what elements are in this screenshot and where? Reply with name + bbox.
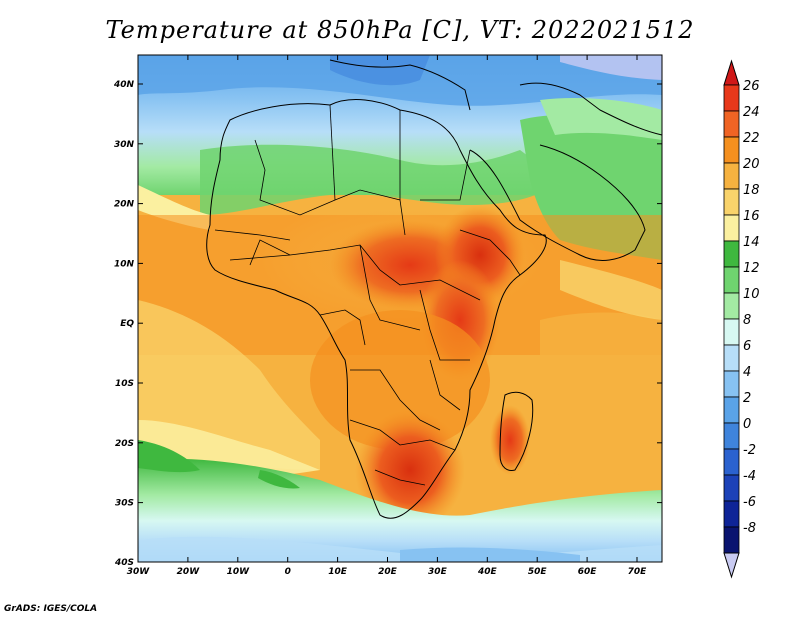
colorbar-label: 14 (743, 235, 760, 250)
colorbar-label: -6 (743, 495, 756, 510)
colorbar-swatch (723, 318, 740, 346)
colorbar-swatch (723, 188, 740, 216)
colorbar-swatch (723, 136, 740, 164)
lat-tick-label: 30S (115, 499, 134, 509)
country-borders (214, 104, 521, 486)
lon-tick-label: 30W (127, 567, 151, 577)
colorbar-swatch (723, 422, 740, 450)
colorbar-label: 0 (743, 417, 751, 432)
lon-tick-label: 10W (227, 567, 251, 577)
lon-tick-label: 20W (177, 567, 201, 577)
colorbar-label: 12 (743, 261, 760, 276)
plot-frame (137, 54, 663, 563)
colorbar-swatch (723, 266, 740, 294)
colorbar-label: -2 (743, 443, 756, 458)
colorbar-label: 22 (743, 131, 760, 146)
colorbar-label: 24 (743, 105, 760, 120)
colorbar-swatch (723, 526, 740, 554)
lon-tick-label: 60E (578, 567, 598, 577)
colorbar-swatch (723, 344, 740, 372)
lat-tick-label: 20N (114, 200, 135, 210)
colorbar-swatch (723, 396, 740, 424)
colorbar-swatch (723, 370, 740, 398)
colorbar-bottom-arrow (723, 552, 740, 579)
lon-tick-label: 70E (628, 567, 648, 577)
colorbar-label: 10 (743, 287, 760, 302)
colorbar-swatch (723, 240, 740, 268)
lat-tick-label: 30N (114, 140, 135, 150)
colorbar-top-arrow (723, 59, 740, 86)
lat-tick-label: 40S (114, 558, 134, 568)
colorbar-swatch (723, 110, 740, 138)
colorbar-swatch (723, 162, 740, 190)
axis-ticks (137, 55, 662, 563)
lat-tick-label: 40N (113, 80, 135, 90)
colorbar-label: 8 (743, 313, 751, 328)
lon-tick-label: 20E (378, 567, 398, 577)
axis-tick-labels: 30W 20W 10W 0 10E 20E 30E 40E 50E 60E 70E 40N 30N 20N… (113, 80, 647, 577)
lon-tick-label: 0 (285, 567, 291, 577)
colorbar-swatch (723, 84, 740, 112)
lon-tick-label: 30E (428, 567, 448, 577)
colorbar-label: 4 (743, 365, 751, 380)
colorbar-label: 26 (743, 79, 760, 94)
lat-tick-label: 10N (114, 259, 135, 269)
lon-tick-label: 50E (528, 567, 548, 577)
chart-title: Temperature at 850hPa [C], VT: 202202151… (105, 16, 695, 44)
lat-tick-label: EQ (120, 319, 134, 329)
colorbar-label: 6 (743, 339, 751, 354)
coastlines (206, 59, 663, 519)
colorbar-label: 20 (743, 157, 760, 172)
lon-tick-label: 10E (328, 567, 348, 577)
temperature-field (138, 55, 662, 562)
colorbar-label: 2 (743, 391, 751, 406)
credit-text: GrADS: IGES/COLA (4, 604, 98, 614)
lon-tick-label: 40E (477, 567, 498, 577)
colorbar-swatch (723, 292, 740, 320)
lat-tick-label: 20S (115, 439, 134, 449)
colorbar-swatch (723, 214, 740, 242)
colorbar-label: 18 (743, 183, 760, 198)
colorbar-swatch (723, 500, 740, 528)
colorbar-label: 16 (743, 209, 760, 224)
colorbar-swatch (723, 448, 740, 476)
colorbar-swatch (723, 474, 740, 502)
colorbar-label: -4 (743, 469, 756, 484)
colorbar-label: -8 (743, 521, 756, 536)
lat-tick-label: 10S (115, 379, 134, 389)
